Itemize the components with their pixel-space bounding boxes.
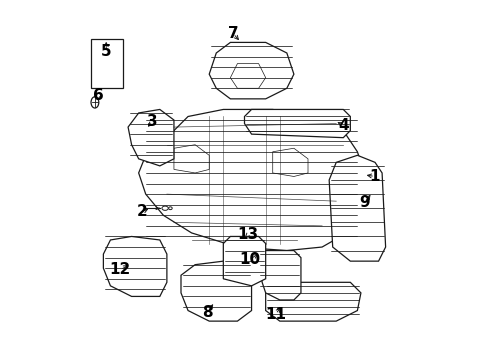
Polygon shape [230, 64, 265, 88]
Ellipse shape [162, 206, 168, 210]
Polygon shape [258, 251, 300, 300]
Text: 7: 7 [227, 26, 238, 41]
Polygon shape [139, 109, 364, 251]
Text: 10: 10 [239, 252, 260, 267]
Text: 5: 5 [101, 44, 111, 59]
Text: 12: 12 [109, 262, 131, 278]
Text: 3: 3 [147, 114, 158, 129]
Polygon shape [223, 237, 265, 286]
Text: 4: 4 [337, 118, 348, 133]
Polygon shape [181, 261, 251, 321]
Ellipse shape [168, 207, 172, 210]
Text: 8: 8 [202, 305, 212, 320]
Text: 9: 9 [358, 195, 369, 211]
Polygon shape [265, 282, 360, 321]
Polygon shape [209, 42, 293, 99]
Bar [91, 39, 122, 88]
Polygon shape [128, 109, 174, 166]
Polygon shape [272, 148, 307, 176]
Text: 11: 11 [264, 307, 285, 321]
Ellipse shape [91, 97, 99, 108]
Polygon shape [103, 237, 166, 296]
Text: 2: 2 [137, 204, 147, 219]
Text: 13: 13 [237, 227, 258, 242]
Polygon shape [328, 155, 385, 261]
Polygon shape [244, 109, 349, 138]
Text: 1: 1 [369, 169, 380, 184]
Text: 6: 6 [93, 88, 103, 103]
Polygon shape [174, 145, 209, 173]
